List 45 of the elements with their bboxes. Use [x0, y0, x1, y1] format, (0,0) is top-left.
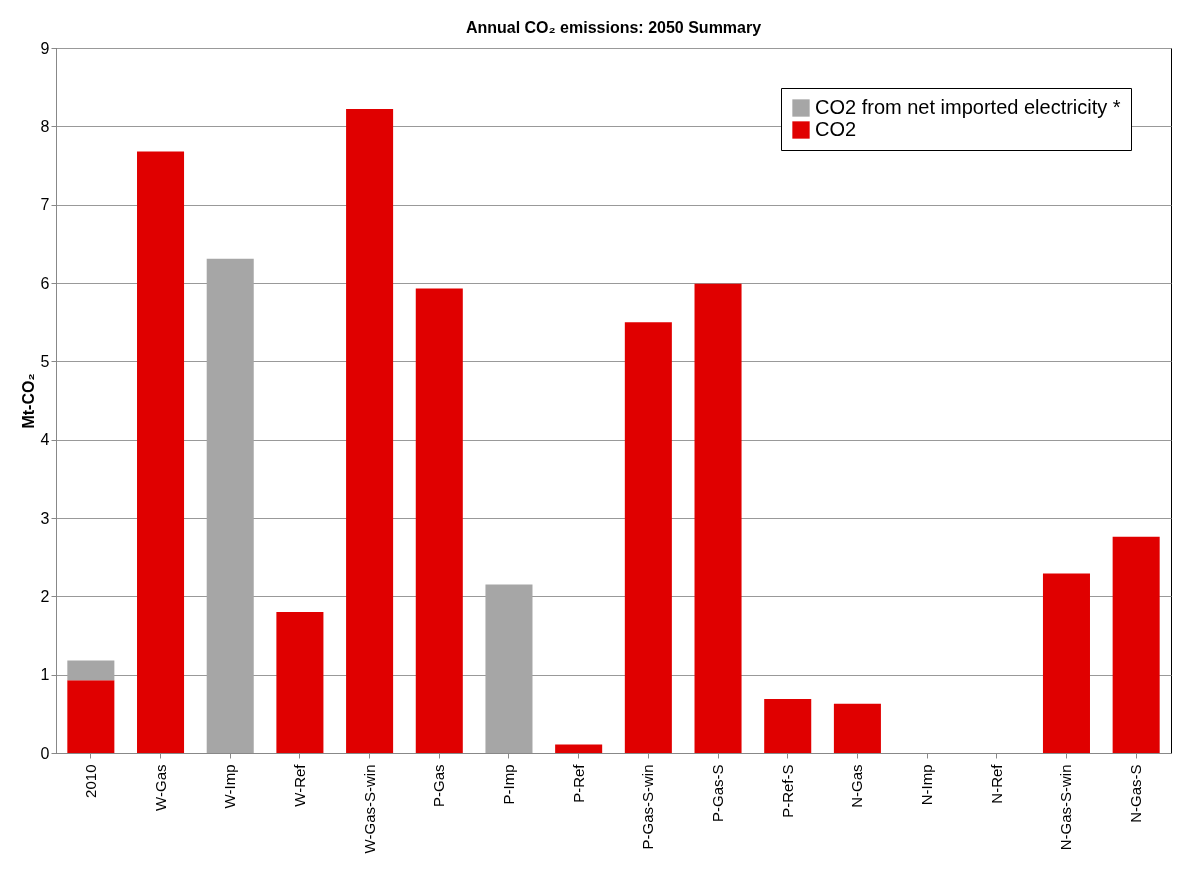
- bar: [485, 584, 533, 753]
- bar: [1042, 573, 1090, 753]
- y-tick-label: 1: [40, 666, 50, 684]
- bar: [276, 612, 324, 753]
- y-tick-label: 5: [40, 352, 50, 370]
- bar: [346, 109, 394, 753]
- legend-label: CO2: [815, 118, 857, 140]
- bar: [694, 283, 742, 753]
- x-tick-label: 2010: [81, 764, 99, 798]
- bar: [624, 322, 672, 753]
- x-tick-label: P-Imp: [499, 764, 517, 805]
- x-tick-label: P-Gas-S-win: [639, 764, 657, 850]
- x-tick-label: P-Ref-S: [778, 764, 796, 818]
- x-tick-label: N-Gas-S: [1127, 764, 1145, 823]
- bar: [1112, 536, 1160, 753]
- y-tick-label: 2: [40, 587, 50, 605]
- legend-label: CO2 from net imported electricity *: [815, 96, 1121, 118]
- bar: [67, 680, 115, 753]
- x-tick-label: W-Ref: [290, 763, 308, 807]
- x-tick-label: W-Gas: [151, 764, 169, 811]
- bar: [555, 744, 603, 753]
- x-tick-label: N-Gas-S-win: [1057, 764, 1075, 851]
- y-axis-title: Mt-CO₂: [19, 373, 37, 429]
- bar: [764, 698, 812, 753]
- bar: [67, 660, 115, 681]
- y-tick-label: 0: [40, 744, 50, 762]
- bar: [206, 258, 254, 753]
- x-tick-label: N-Imp: [918, 764, 936, 806]
- bar: [415, 288, 463, 753]
- x-tick-label: W-Imp: [221, 764, 239, 809]
- y-tick-label: 9: [40, 39, 50, 57]
- x-tick-label: N-Gas: [848, 764, 866, 808]
- y-tick-label: 4: [40, 431, 50, 449]
- x-tick-label: P-Gas: [430, 764, 448, 808]
- x-tick-label: P-Ref: [569, 763, 587, 803]
- y-tick-label: 3: [40, 509, 50, 527]
- y-tick-label: 8: [40, 117, 50, 135]
- bar: [137, 151, 185, 753]
- chart-title: Annual CO₂ emissions: 2050 Summary: [465, 19, 762, 36]
- bar: [833, 703, 881, 753]
- y-tick-label: 6: [40, 274, 50, 292]
- x-tick-label: W-Gas-S-win: [360, 764, 378, 854]
- x-tick-label: P-Gas-S: [709, 764, 727, 823]
- y-tick-label: 7: [40, 196, 50, 214]
- x-tick-label: N-Ref: [987, 763, 1005, 804]
